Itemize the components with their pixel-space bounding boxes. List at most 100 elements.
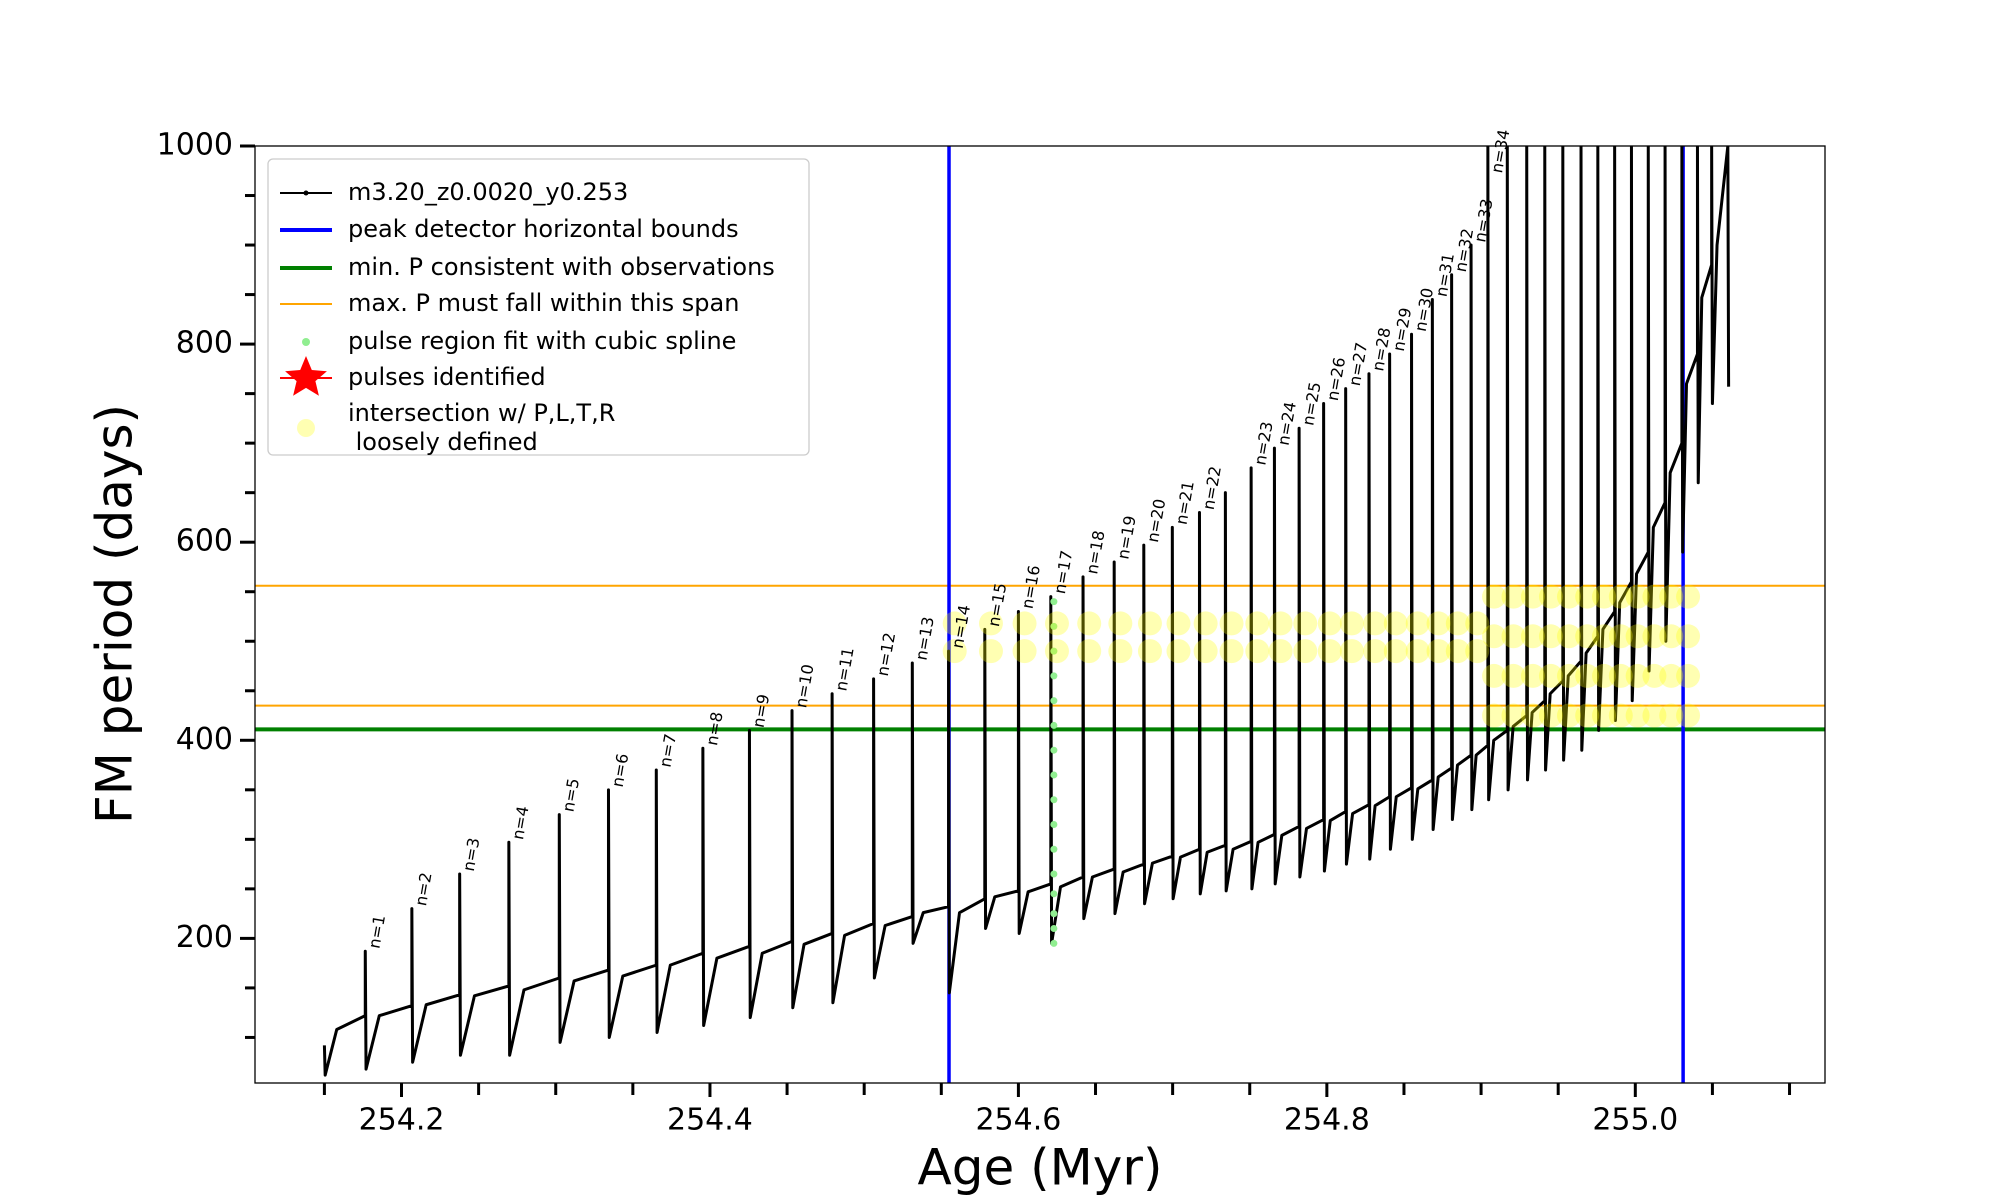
intersection-point: [1608, 624, 1633, 649]
legend-label: max. P must fall within this span: [348, 289, 739, 317]
fit-point: [1050, 870, 1058, 878]
intersection-point: [1219, 611, 1244, 636]
intersection-point: [1339, 639, 1364, 664]
intersection-point: [1591, 663, 1616, 688]
y-axis-label: FM period (days): [86, 404, 144, 824]
pulse-label: n=20: [1143, 497, 1169, 544]
y-tick-label: 600: [176, 524, 233, 559]
intersection-point: [1245, 639, 1270, 664]
intersection-point: [1625, 663, 1650, 688]
fit-point: [1050, 910, 1058, 918]
pulse-label: n=7: [656, 732, 681, 769]
intersection-point: [1625, 703, 1650, 728]
fit-point: [1050, 697, 1058, 705]
x-tick-label: 254.2: [359, 1103, 445, 1138]
fit-point: [1050, 647, 1058, 655]
intersection-point: [1538, 703, 1563, 728]
pulse-label: n=11: [831, 646, 857, 693]
intersection-point: [1501, 663, 1526, 688]
legend-label: pulse region fit with cubic spline: [348, 327, 736, 355]
pulse-label: n=6: [608, 752, 633, 789]
intersection-point: [1625, 624, 1650, 649]
intersection-point: [1383, 611, 1408, 636]
intersection-point: [1245, 611, 1270, 636]
intersection-point: [1591, 703, 1616, 728]
intersection-point: [1465, 639, 1490, 664]
intersection-point: [1012, 639, 1037, 664]
pulse-label: n=19: [1113, 514, 1139, 561]
intersection-point: [1405, 611, 1430, 636]
intersection-point: [1317, 639, 1342, 664]
fit-point: [1050, 939, 1058, 947]
pulse-label: n=13: [912, 615, 938, 662]
pulse-label: n=25: [1298, 380, 1324, 427]
intersection-point: [1575, 663, 1600, 688]
pulse-label: n=4: [508, 804, 533, 841]
intersection-point: [1575, 703, 1600, 728]
intersection-point: [978, 611, 1003, 636]
pulse-label: n=15: [984, 582, 1010, 629]
fit-point: [1050, 622, 1058, 630]
intersection-point: [1044, 639, 1069, 664]
pulse-label: n=10: [791, 663, 817, 710]
pulse-label: n=3: [459, 836, 484, 873]
intersection-point: [1538, 624, 1563, 649]
intersection-point: [1642, 584, 1667, 609]
intersection-point: [1501, 584, 1526, 609]
pulse-label: n=24: [1274, 400, 1300, 447]
pulse-label: n=22: [1199, 465, 1225, 512]
intersection-point: [1556, 663, 1581, 688]
intersection-point: [1465, 611, 1490, 636]
intersection-point: [1339, 611, 1364, 636]
pulse-label: n=12: [873, 631, 899, 678]
intersection-point: [1193, 611, 1218, 636]
intersection-point: [1520, 584, 1545, 609]
intersection-point: [1108, 611, 1133, 636]
intersection-point: [1608, 584, 1633, 609]
legend-label: pulses identified: [348, 363, 546, 391]
intersection-point: [1556, 703, 1581, 728]
fit-point: [1050, 845, 1058, 853]
pulse-label: n=2: [411, 871, 436, 908]
y-tick-label: 200: [176, 920, 233, 955]
fit-point: [1050, 771, 1058, 779]
intersection-point: [1575, 624, 1600, 649]
intersection-point: [1482, 624, 1507, 649]
y-tick-label: 1000: [157, 128, 233, 163]
x-tick-label: 254.4: [667, 1103, 753, 1138]
intersection-point: [1012, 611, 1037, 636]
intersection-point: [1591, 584, 1616, 609]
intersection-point: [1575, 584, 1600, 609]
fit-point: [1050, 924, 1058, 932]
x-tick-label: 255.0: [1592, 1103, 1678, 1138]
intersection-point: [1044, 611, 1069, 636]
intersection-point: [1077, 639, 1102, 664]
intersection-point: [1445, 639, 1470, 664]
intersection-point: [1625, 584, 1650, 609]
intersection-point: [1193, 639, 1218, 664]
legend-label-line: intersection w/ P,L,T,R: [348, 399, 615, 427]
intersection-point: [1482, 584, 1507, 609]
pulse-label: n=18: [1082, 529, 1108, 576]
intersection-point: [942, 611, 967, 636]
intersection-point: [1219, 639, 1244, 664]
intersection-point: [1363, 611, 1388, 636]
x-tick-label: 254.8: [1284, 1103, 1370, 1138]
intersection-point: [1137, 611, 1162, 636]
intersection-point: [1482, 663, 1507, 688]
intersection-point: [1659, 584, 1684, 609]
x-tick-label: 254.6: [975, 1103, 1061, 1138]
intersection-point: [1363, 639, 1388, 664]
intersection-point: [1482, 703, 1507, 728]
intersection-point: [1676, 584, 1701, 609]
intersection-point: [1520, 663, 1545, 688]
intersection-point: [1426, 639, 1451, 664]
intersection-point: [1268, 639, 1293, 664]
intersection-point: [1556, 624, 1581, 649]
pulse-label: n=9: [749, 693, 774, 730]
pulse-label: n=34: [1487, 128, 1513, 175]
legend-label: min. P consistent with observations: [348, 253, 775, 281]
intersection-point: [1445, 611, 1470, 636]
intersection-point: [1166, 639, 1191, 664]
